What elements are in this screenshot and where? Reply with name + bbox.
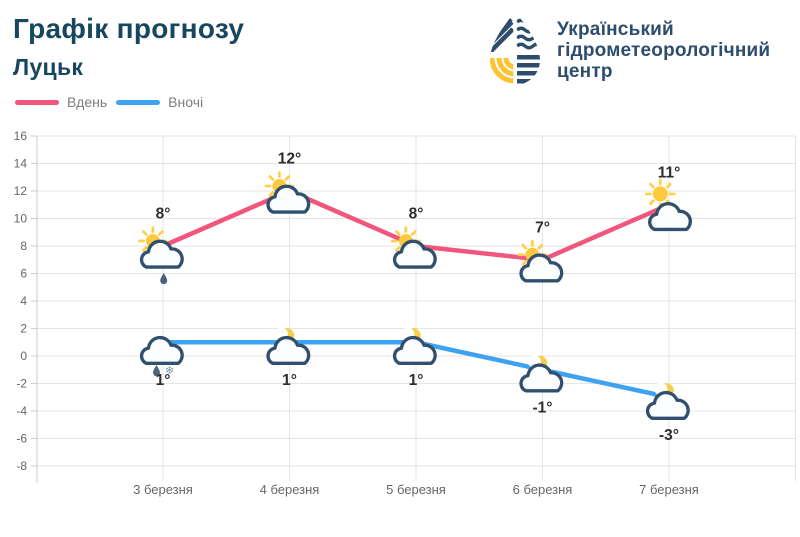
temp-label: 8° — [156, 206, 171, 223]
temp-label: 1° — [409, 372, 424, 389]
page-header: Графік прогнозу Луцьк — [13, 12, 244, 81]
y-tick-label: 10 — [14, 212, 28, 226]
city-subtitle: Луцьк — [13, 54, 84, 80]
moon-cloud-icon[interactable] — [645, 382, 690, 421]
y-tick-label: 6 — [20, 267, 27, 281]
day-line-swatch — [15, 99, 59, 105]
temp-label: 1° — [282, 372, 297, 389]
y-tick-label: 2 — [20, 322, 27, 336]
y-tick-label: -6 — [16, 432, 27, 446]
y-tick-label: 8 — [20, 239, 27, 253]
sun-cloud-icon[interactable] — [391, 226, 437, 269]
sun-cloud-icon[interactable] — [517, 240, 564, 283]
y-tick-label: -4 — [16, 404, 27, 418]
sun-cloud-icon[interactable] — [264, 171, 311, 214]
forecast-chart: -8 -6 -4 -2 0 2 4 6 8 10 12 14 16 3 березня 4 березня 5… — [0, 118, 800, 532]
temp-label: -3° — [659, 427, 679, 444]
y-tick-label: 12 — [14, 184, 28, 198]
logo-text-line: Український — [557, 19, 674, 40]
sun-over-cloud-icon[interactable] — [645, 178, 692, 232]
chart-canvas: -8 -6 -4 -2 0 2 4 6 8 10 12 14 16 3 березня 4 березня 5… — [14, 129, 796, 497]
x-tick-label: 5 березня — [386, 482, 446, 497]
water-drop-logo-icon — [490, 11, 540, 85]
temp-label: 12° — [278, 151, 301, 168]
chart-legend: Вдень Вночі — [15, 94, 203, 110]
night-line-swatch — [116, 99, 161, 105]
sun-cloud-rain-icon[interactable] — [138, 226, 184, 285]
legend-item-night[interactable]: Вночі — [116, 94, 203, 110]
moon-cloud-icon[interactable] — [266, 327, 311, 366]
x-tick-label: 6 березня — [513, 482, 573, 497]
logo-text: Український гідрометеорологічний центр — [557, 19, 770, 88]
temp-label: 11° — [658, 164, 681, 181]
uhmc-logo: Український гідрометеорологічний центр — [486, 10, 770, 88]
moon-cloud-icon[interactable] — [519, 355, 564, 393]
y-tick-label: 16 — [14, 129, 28, 143]
temp-label: 8° — [409, 206, 424, 223]
legend-label-night: Вночі — [168, 94, 204, 110]
temp-label: -1° — [533, 399, 553, 416]
x-tick-label: 3 березня — [133, 482, 193, 497]
x-tick-label: 7 березня — [639, 482, 699, 497]
logo-text-line: гідрометеорологічний — [557, 40, 771, 61]
x-tick-label: 4 березня — [260, 482, 320, 497]
y-tick-label: -2 — [16, 377, 27, 391]
logo-text-line: центр — [557, 61, 613, 82]
legend-item-day[interactable]: Вдень — [15, 94, 107, 110]
y-tick-label: -8 — [16, 459, 27, 473]
moon-cloud-icon[interactable] — [392, 327, 437, 366]
y-tick-label: 4 — [20, 294, 27, 308]
y-tick-label: 0 — [20, 349, 27, 363]
svg-text:❄: ❄ — [165, 364, 174, 377]
legend-label-day: Вдень — [67, 94, 108, 110]
temp-label: 1° — [156, 372, 171, 389]
page-title: Графік прогнозу — [13, 13, 245, 44]
temp-label: 7° — [535, 219, 550, 236]
y-tick-label: 14 — [14, 157, 28, 171]
cloud-rain-snow-icon[interactable]: ❄ — [139, 335, 184, 378]
